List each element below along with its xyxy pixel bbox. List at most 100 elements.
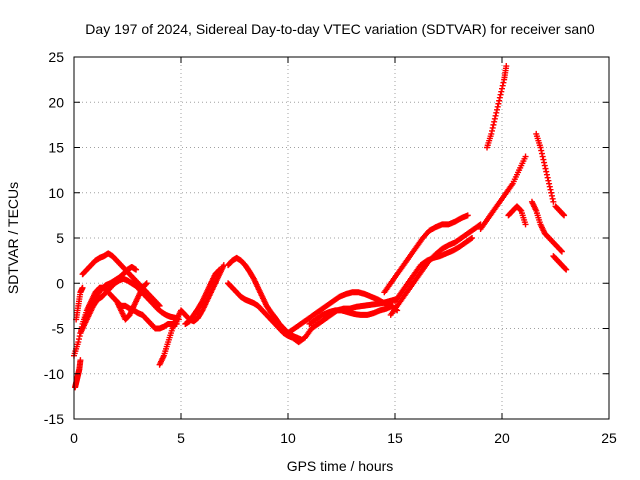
- data-point: [503, 63, 510, 70]
- y-tick-label: 25: [48, 49, 64, 65]
- x-tick-label: 25: [601, 430, 617, 446]
- data-point: [495, 100, 502, 107]
- data-point: [491, 115, 498, 122]
- axis-ticks: 0 5 10 15 20 25 -15 -10 -5 0 5 10 15 20 25: [44, 49, 617, 446]
- data-point: [497, 91, 504, 98]
- series-pass-24: [73, 284, 86, 323]
- y-tick-label: -15: [44, 411, 64, 427]
- data-point: [490, 121, 497, 128]
- y-tick-label: 20: [48, 94, 64, 110]
- data-point: [133, 266, 140, 273]
- data-point: [491, 118, 498, 125]
- data-point: [494, 103, 501, 110]
- data-marks: [71, 63, 570, 391]
- data-point: [469, 235, 476, 241]
- series-pass-23: [552, 203, 568, 219]
- data-point: [546, 180, 553, 187]
- data-point: [560, 211, 567, 218]
- x-axis-label: GPS time / hours: [287, 458, 394, 474]
- data-point: [489, 124, 496, 131]
- grid: [74, 57, 609, 419]
- series-pass-13: [306, 302, 396, 327]
- data-point: [546, 183, 553, 190]
- data-point: [143, 280, 150, 287]
- series-pass-11: [285, 289, 401, 337]
- y-tick-label: -10: [44, 366, 64, 382]
- data-point: [561, 212, 568, 219]
- data-point: [538, 150, 545, 157]
- y-axis-label: SDTVAR / TECUs: [5, 182, 21, 294]
- series-pass-8: [182, 266, 223, 327]
- y-tick-label: -5: [52, 321, 65, 337]
- data-point: [496, 97, 503, 104]
- data-point: [77, 357, 84, 364]
- data-point: [498, 88, 505, 95]
- data-point: [547, 186, 554, 193]
- x-tick-label: 5: [177, 430, 185, 446]
- data-point: [517, 207, 524, 214]
- x-tick-label: 0: [70, 430, 78, 446]
- data-point: [543, 168, 550, 175]
- data-point: [155, 302, 162, 309]
- data-point: [549, 195, 556, 202]
- data-point: [216, 266, 223, 273]
- series-pass-16: [392, 235, 476, 305]
- data-point: [558, 247, 565, 254]
- data-point: [75, 336, 82, 343]
- series-pass-5: [113, 280, 150, 323]
- data-point: [541, 159, 548, 166]
- data-point: [75, 339, 82, 346]
- series-pass-14: [381, 212, 471, 296]
- data-point: [548, 189, 555, 196]
- data-point: [493, 109, 500, 116]
- series-pass-22: [550, 253, 570, 273]
- series-pass-21: [533, 130, 557, 205]
- data-point: [541, 162, 548, 169]
- series-pass-20: [528, 198, 565, 255]
- series-pass-4: [81, 263, 140, 323]
- data-point: [540, 156, 547, 163]
- data-point: [488, 130, 495, 137]
- data-point: [494, 106, 501, 113]
- data-point: [550, 198, 557, 205]
- data-point: [496, 94, 503, 101]
- data-point: [522, 153, 529, 160]
- data-point: [156, 302, 163, 309]
- data-point: [500, 79, 507, 86]
- data-point: [562, 265, 569, 272]
- data-point: [499, 85, 505, 92]
- y-tick-label: 15: [48, 140, 64, 156]
- x-tick-label: 10: [280, 430, 296, 446]
- data-point: [537, 144, 544, 151]
- series-pass-19: [484, 63, 510, 151]
- data-point: [467, 235, 474, 242]
- x-tick-label: 15: [387, 430, 403, 446]
- data-point: [489, 127, 496, 134]
- chart-title: Day 197 of 2024, Sidereal Day-to-day VTE…: [85, 21, 595, 37]
- data-point: [79, 284, 86, 291]
- data-point: [499, 82, 506, 89]
- data-point: [492, 112, 499, 119]
- data-point: [563, 266, 570, 273]
- data-point: [76, 333, 83, 340]
- series-pass-18: [505, 203, 529, 228]
- data-point: [545, 177, 552, 184]
- x-tick-label: 20: [494, 430, 510, 446]
- data-point: [544, 174, 551, 181]
- data-point: [143, 281, 150, 288]
- data-point: [215, 267, 222, 274]
- y-tick-label: 5: [56, 230, 64, 246]
- y-tick-label: 0: [56, 275, 64, 291]
- data-point: [464, 212, 471, 219]
- data-point: [543, 171, 550, 178]
- data-point: [522, 221, 529, 228]
- data-point: [542, 165, 549, 172]
- y-tick-label: 10: [48, 185, 64, 201]
- data-point: [538, 147, 545, 154]
- data-point: [548, 192, 555, 199]
- series-pass-17: [477, 153, 529, 232]
- data-point: [539, 153, 546, 160]
- data-point: [558, 248, 565, 255]
